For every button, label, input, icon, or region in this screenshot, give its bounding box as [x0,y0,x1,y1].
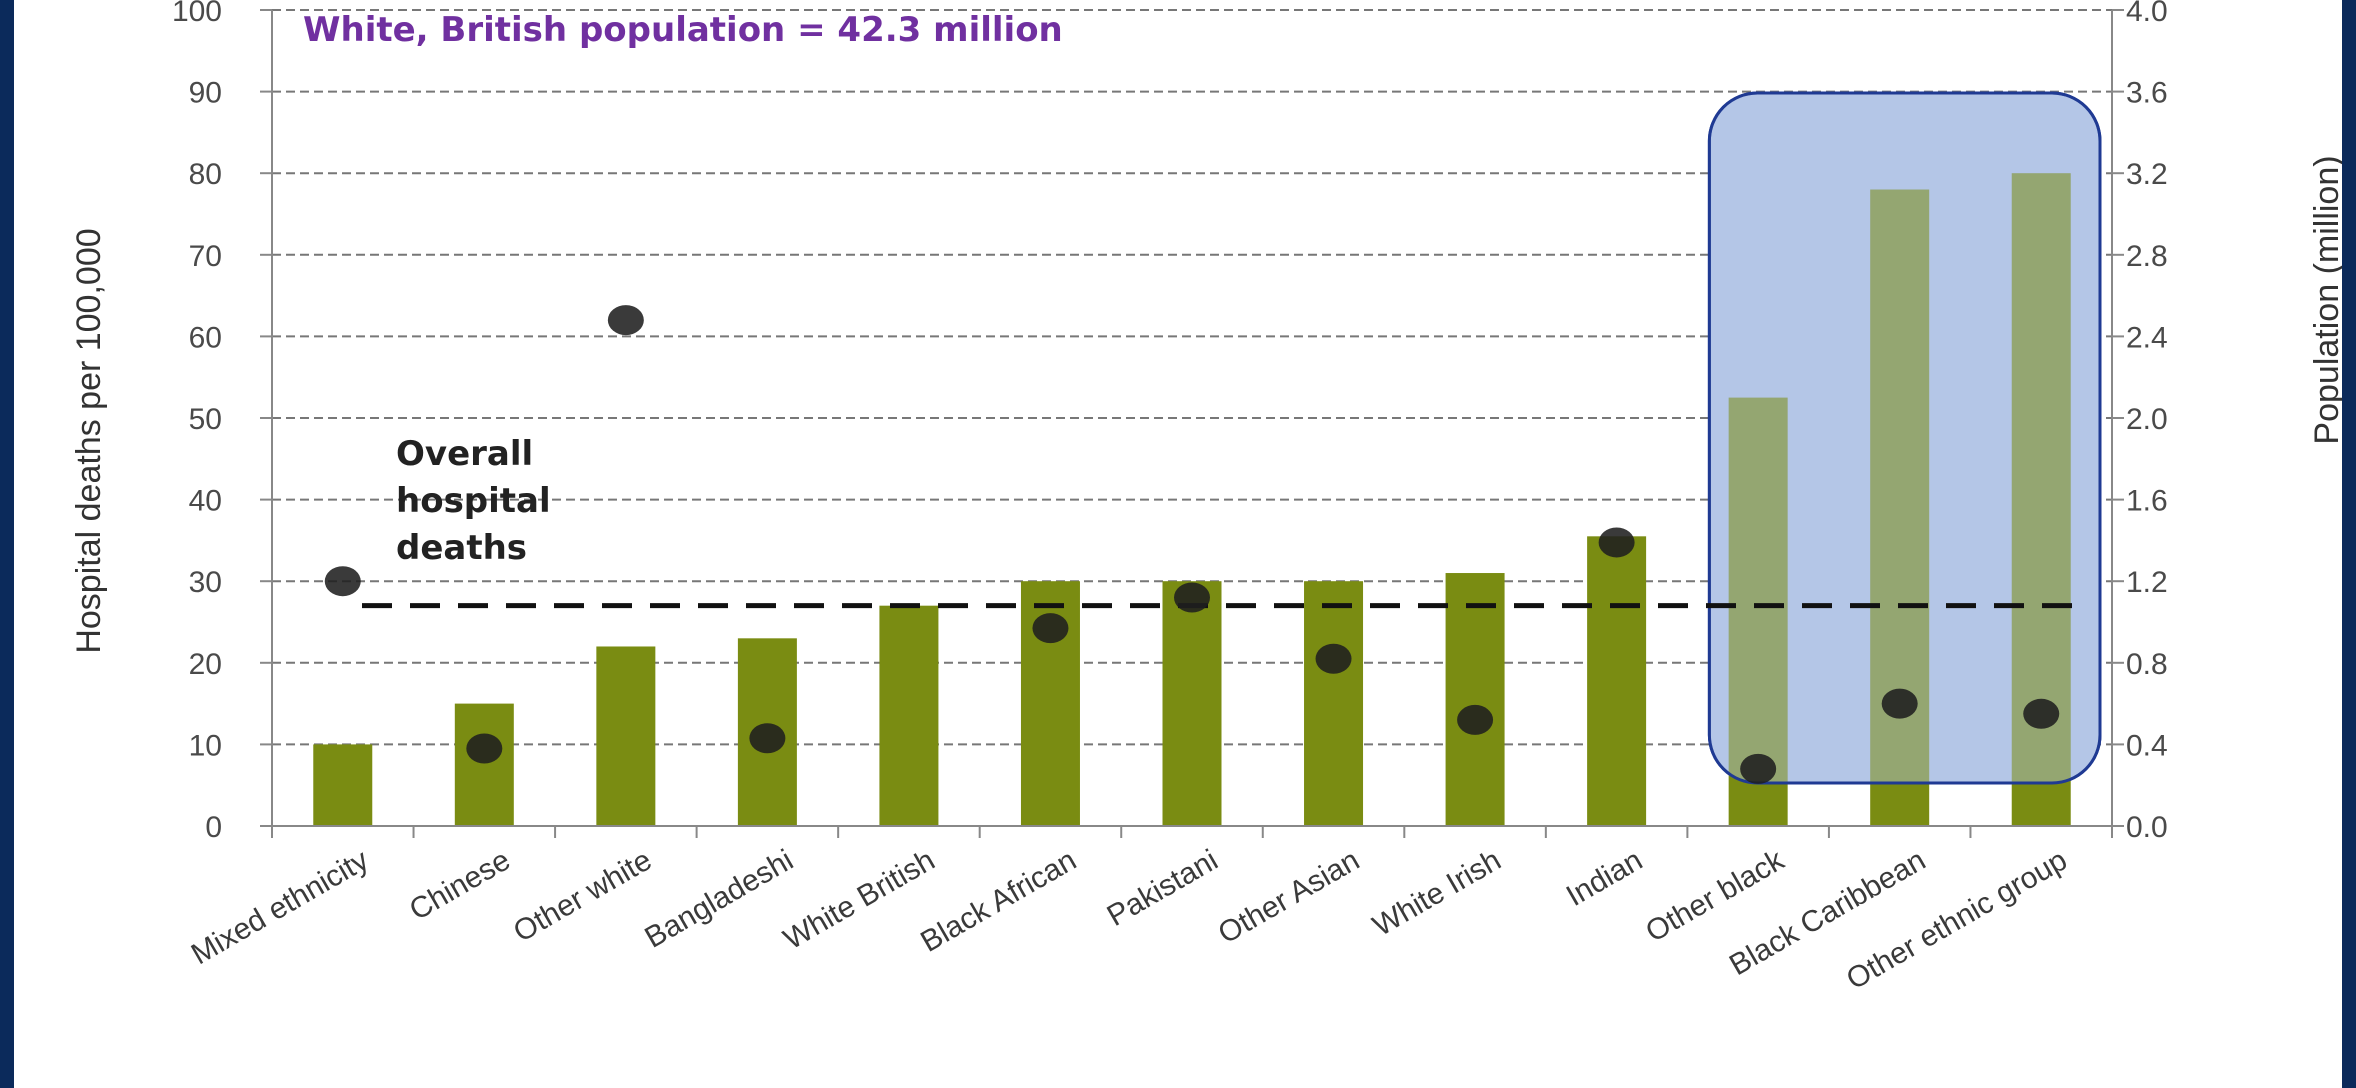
bar [879,605,939,826]
y-tick-label: 20 [189,648,222,681]
bar [1587,536,1647,826]
y2-axis-title: Population (million) [2308,155,2346,444]
axes [260,9,2124,838]
overall-label-line-2: hospital [396,481,551,521]
overall-label-line-3: deaths [396,528,527,568]
overall-label-line-1: Overall [396,434,533,474]
data-point [1174,582,1210,613]
category-label: Other white [508,843,657,948]
y2-tick-label: 1.2 [2126,566,2168,599]
y2-tick-label: 1.6 [2126,485,2168,518]
category-label: Chinese [404,843,516,927]
category-label: Indian [1561,843,1648,912]
category-label: Black African [915,843,1082,958]
y-tick-label: 50 [189,403,222,436]
y2-tick-label: 4.0 [2126,0,2168,28]
y-tick-label: 90 [189,77,222,110]
bar [1445,573,1505,826]
data-point [1032,613,1069,644]
data-point [2023,698,2060,729]
y2-tick-label: 2.0 [2126,403,2168,436]
points [324,305,2060,784]
data-point [749,723,786,754]
bar [1304,581,1364,826]
bar [313,744,373,826]
y2-tick-label: 3.2 [2126,158,2168,191]
category-label: Mixed ethnicity [186,843,374,971]
data-point [324,566,361,597]
data-point [607,305,644,336]
y2-tick-label: 2.8 [2126,240,2168,273]
bars [313,91,2102,826]
category-label: Other Asian [1213,843,1365,950]
data-point [1457,704,1494,735]
bar [596,646,656,826]
y-tick-label: 100 [172,0,222,28]
data-point [466,733,503,764]
y2-tick-label: 0.8 [2126,648,2168,681]
y2-tick-label: 3.6 [2126,77,2168,110]
category-label: White British [778,843,940,956]
y-tick-label: 70 [189,240,222,273]
data-point [1315,643,1352,674]
category-label: Pakistani [1102,843,1224,932]
bar [1162,581,1222,826]
y-axis-title: Hospital deaths per 100,000 [70,228,108,653]
y-tick-label: 60 [189,321,222,354]
y-tick-label: 10 [189,729,222,762]
category-label: White Irish [1367,843,1506,942]
y2-tick-label: 0.4 [2126,729,2168,762]
data-point [1598,527,1635,558]
y2-tick-label: 0.0 [2126,811,2168,844]
y-tick-label: 0 [205,811,222,844]
y2-tick-label: 2.4 [2126,321,2168,354]
chart-title: White, British population = 42.3 million [303,10,1063,50]
bar [1870,189,1930,826]
highlight-box-overlay [1707,91,2102,785]
y-tick-label: 80 [189,158,222,191]
bar [454,703,514,826]
y-tick-label: 30 [189,566,222,599]
y-tick-label: 40 [189,485,222,518]
data-point [1881,688,1918,719]
category-label: Bangladeshi [639,843,799,954]
data-point [1740,753,1777,784]
